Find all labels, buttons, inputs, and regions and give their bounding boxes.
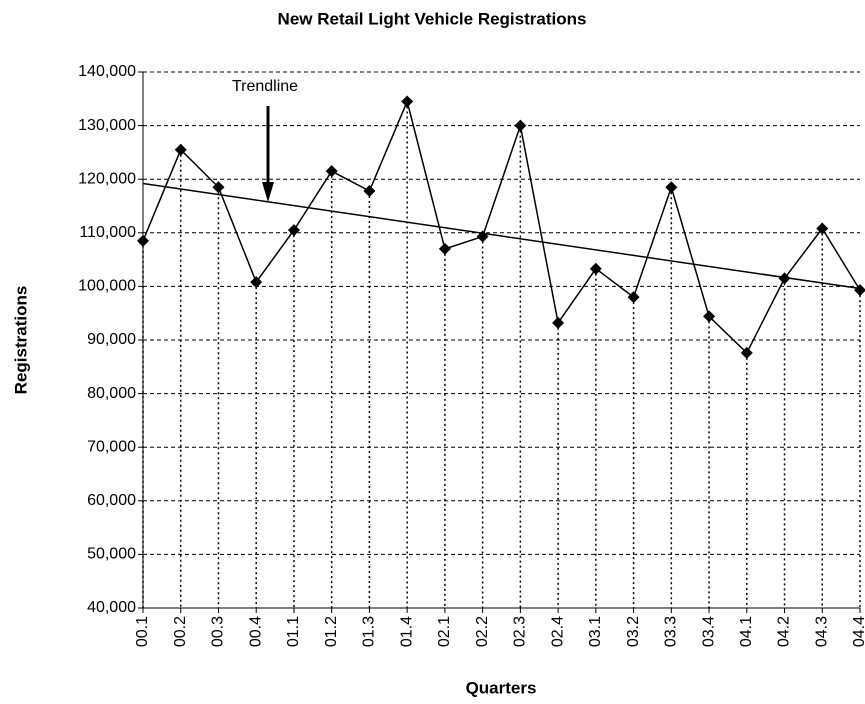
x-tick-label: 00.4 [247,616,264,647]
y-tick-label: 80,000 [87,385,136,402]
chart-title: New Retail Light Vehicle Registrations [278,9,587,28]
y-tick-label: 120,000 [78,170,136,187]
marker [552,316,565,329]
marker [438,242,451,255]
x-tick-label: 02.3 [512,616,529,647]
x-axis-label: Quarters [466,678,537,697]
marker [363,184,376,197]
x-tick-label: 01.1 [285,616,302,647]
x-tick-label: 03.1 [587,616,604,647]
y-tick-label: 50,000 [87,546,136,563]
x-tick-label: 02.2 [474,616,491,647]
marker [325,165,338,178]
x-tick-label: 04.4 [851,616,865,647]
y-tick-label: 100,000 [78,278,136,295]
marker [854,284,865,297]
x-tick-label: 01.2 [323,616,340,647]
x-tick-label: 03.3 [663,616,680,647]
marker [514,119,527,132]
x-tick-label: 02.4 [549,616,566,647]
x-tick-label: 04.2 [776,616,793,647]
x-tick-label: 03.2 [625,616,642,647]
x-tick-label: 04.1 [738,616,755,647]
marker [816,222,829,235]
x-tick-label: 03.4 [700,616,717,647]
annotation: Trendline [232,78,298,95]
y-tick-label: 40,000 [87,599,136,616]
marker [589,262,602,275]
x-tick-label: 04.3 [813,616,830,647]
y-tick-label: 140,000 [78,63,136,80]
marker [665,181,678,194]
y-axis-label: Registrations [11,286,30,395]
y-tick-label: 70,000 [87,438,136,455]
y-tick-label: 130,000 [78,117,136,134]
x-tick-label: 00.3 [210,616,227,647]
x-tick-label: 01.4 [398,616,415,647]
marker [401,95,414,108]
data-line [142,99,861,355]
x-tick-label: 00.2 [172,616,189,647]
x-tick-label: 02.1 [436,616,453,647]
marker [740,346,753,359]
annotation-arrowhead [262,182,274,202]
marker [778,272,791,285]
y-tick-label: 110,000 [79,224,136,241]
marker [212,181,225,194]
marker [174,143,187,156]
x-tick-label: 01.3 [361,616,378,647]
marker [703,310,716,323]
y-tick-label: 60,000 [87,492,136,509]
trendline [142,182,861,290]
marker [250,276,263,289]
x-tick-label: 00.1 [134,616,151,647]
y-tick-label: 90,000 [87,331,136,348]
marker [137,234,149,247]
marker [287,224,300,237]
marker [476,230,489,243]
marker [627,291,640,304]
